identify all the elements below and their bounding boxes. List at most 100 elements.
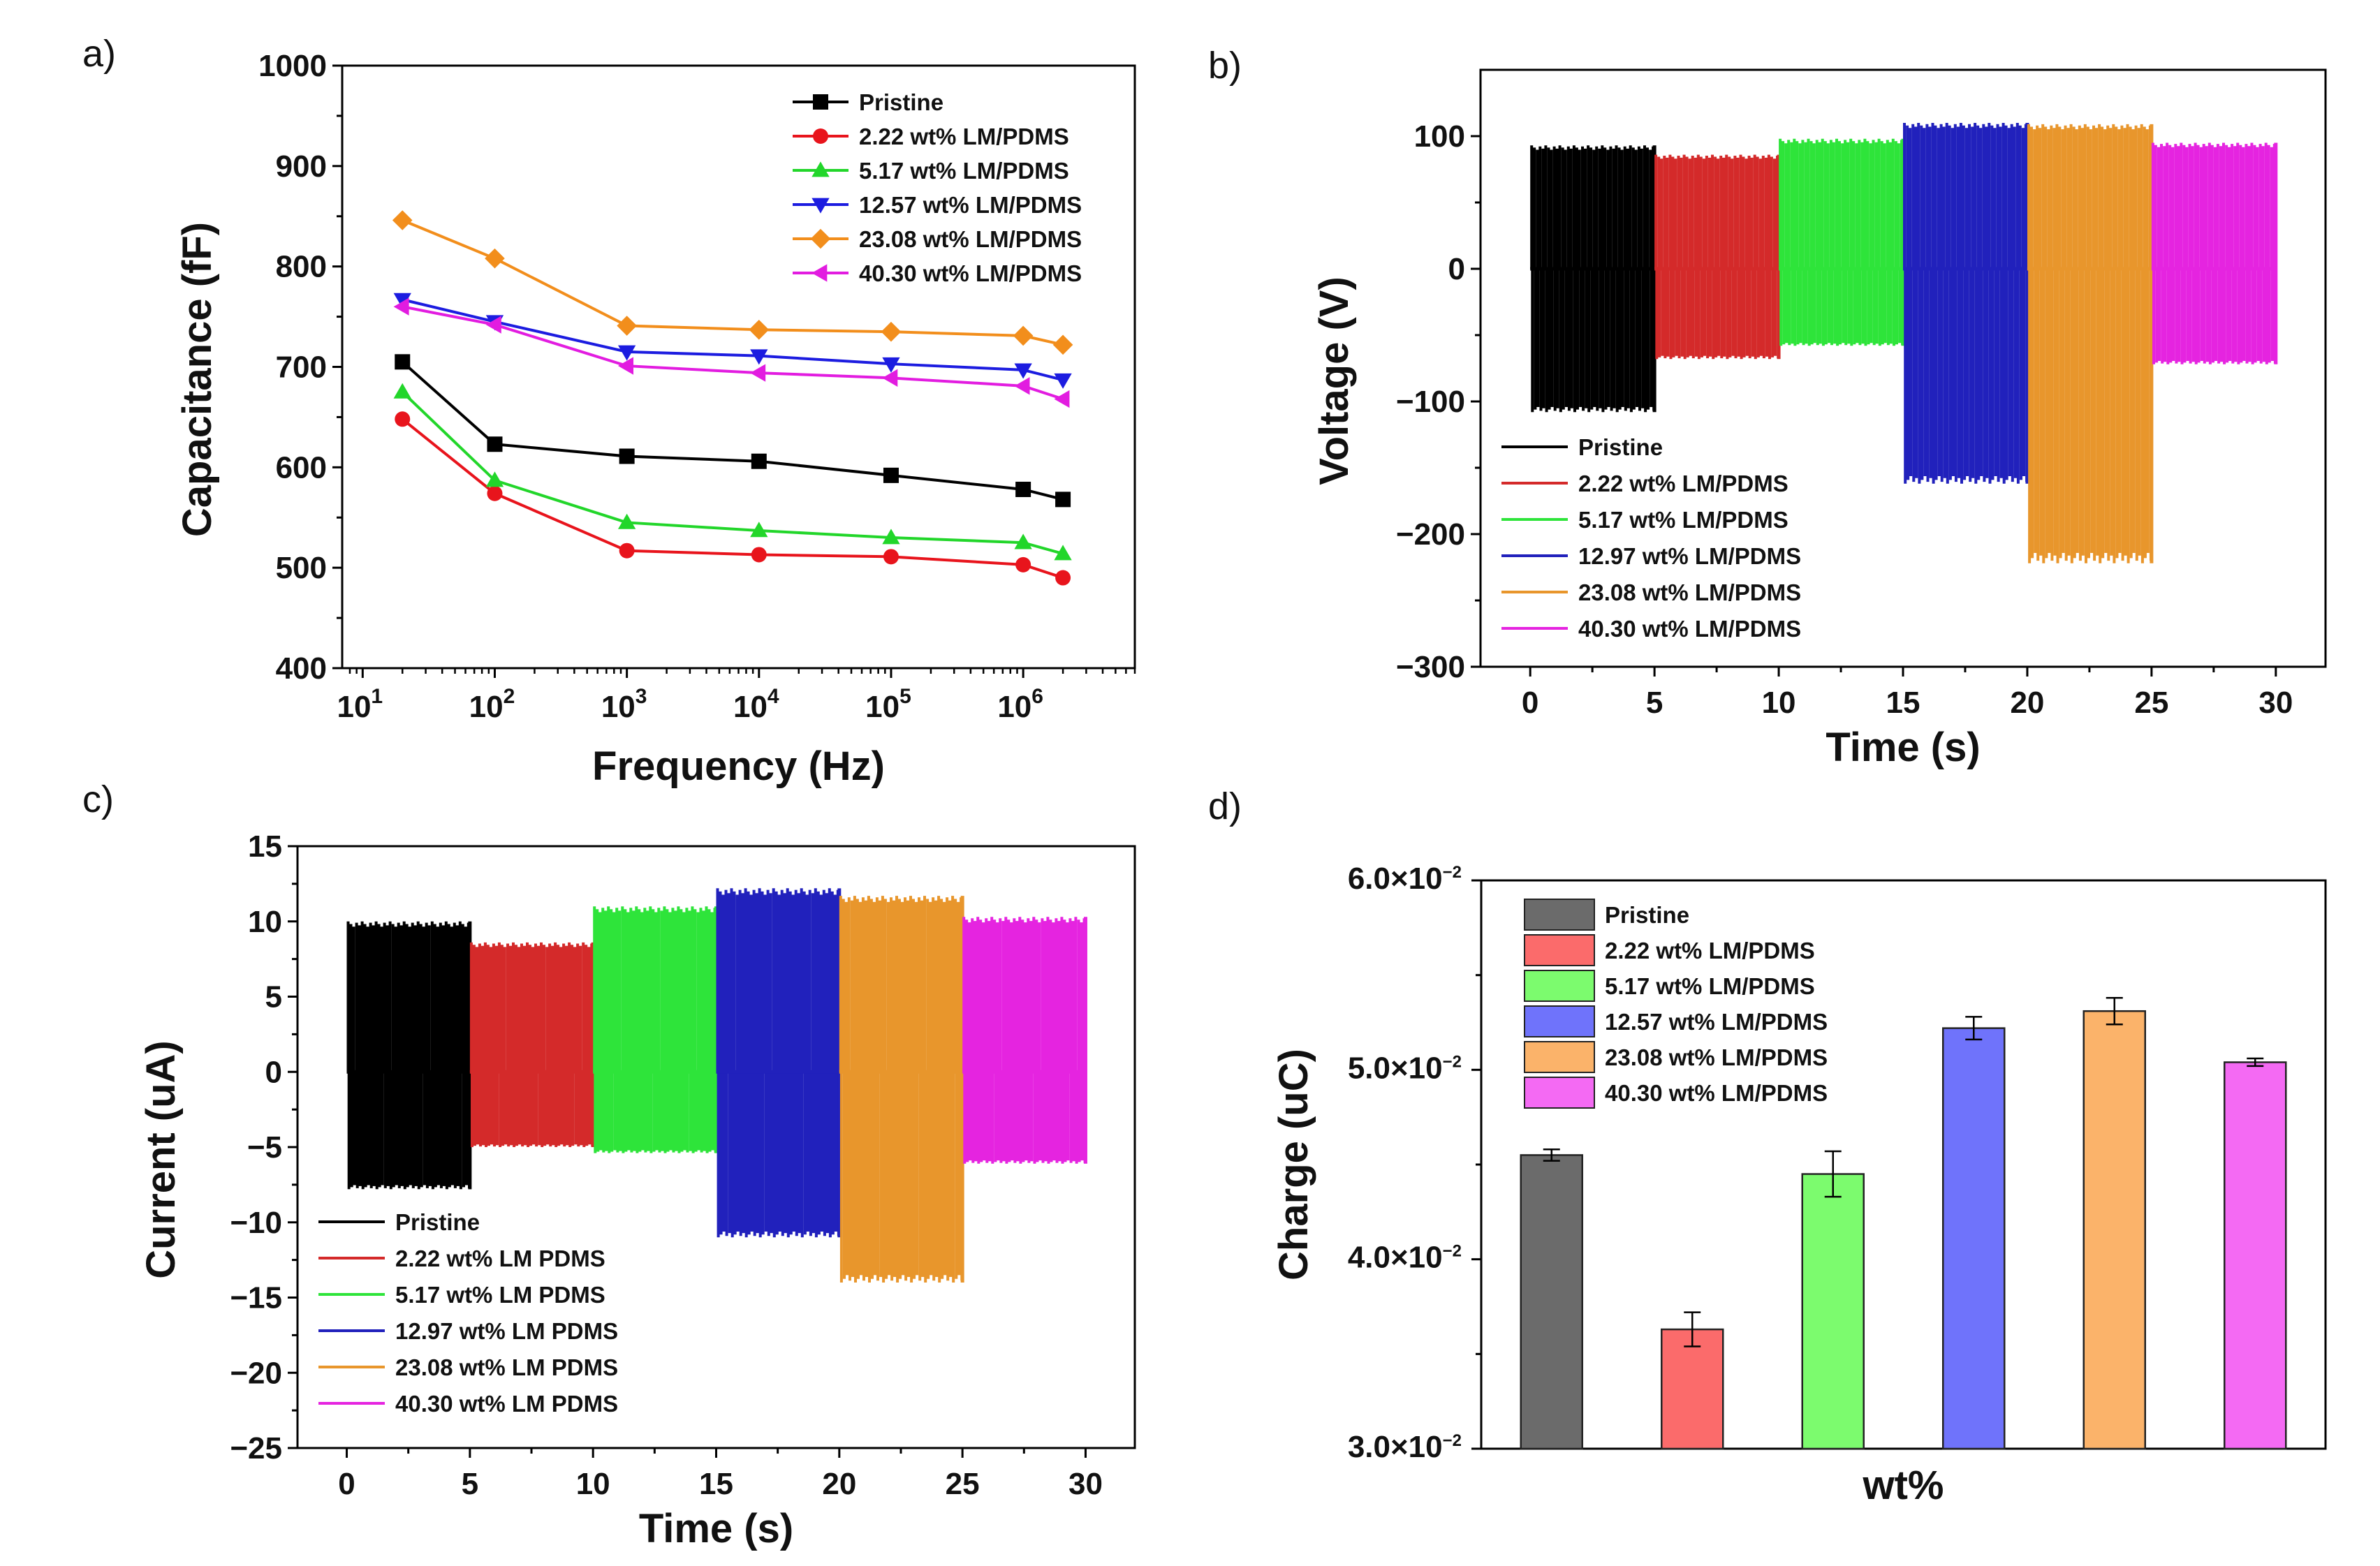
b-legend-label: 5.17 wt% LM/PDMS: [1578, 507, 1788, 533]
panel-b-label: b): [1208, 45, 1242, 87]
a-y-tick-label: 400: [276, 651, 327, 686]
c-signal-spikes: [593, 906, 717, 1153]
c-y-tick-label: 10: [248, 905, 282, 939]
a-y-tick-label: 500: [276, 551, 327, 585]
c-x-tick-label: 5: [462, 1467, 478, 1501]
a-data-point: [1014, 377, 1030, 395]
a-legend-label: 2.22 wt% LM/PDMS: [859, 124, 1069, 149]
a-data-point: [750, 364, 766, 382]
c-x-tick-label: 25: [946, 1467, 980, 1501]
panel-c-chart: −25 −20 −15 −10 −5 0 5 10 15 0 5 10 15 20 25 30 Time (s)…: [138, 829, 1136, 1551]
a-data-point: [750, 349, 768, 365]
b-x-tick-label: 0: [1522, 686, 1538, 720]
d-bar: [1661, 1328, 1724, 1450]
a-legend-marker: [810, 228, 831, 249]
a-data-point: [1015, 556, 1031, 573]
c-legend-label: 23.08 wt% LM PDMS: [395, 1354, 618, 1380]
a-legend-label: Pristine: [859, 89, 943, 115]
c-signal-spikes: [839, 896, 964, 1283]
a-data-point: [617, 345, 636, 361]
a-legend-marker: [811, 161, 830, 177]
b-y-axis-label: Voltage (V): [1312, 276, 1357, 485]
a-legend-label: 40.30 wt% LM/PDMS: [859, 260, 1082, 286]
d-legend-label: 40.30 wt% LM/PDMS: [1605, 1080, 1828, 1106]
b-x-tick-label: 25: [2134, 686, 2168, 720]
c-y-tick-label: −20: [230, 1356, 282, 1390]
c-legend-label: Pristine: [395, 1209, 480, 1235]
a-legend-label: 12.57 wt% LM/PDMS: [859, 192, 1082, 218]
b-y-tick-label: −100: [1396, 385, 1465, 419]
a-data-point: [617, 513, 636, 529]
a-data-point: [1052, 334, 1073, 355]
b-x-tick-label: 30: [2258, 686, 2293, 720]
a-data-point: [881, 321, 902, 342]
c-x-tick-label: 10: [576, 1467, 610, 1501]
a-data-point: [749, 319, 770, 340]
panel-d-label: d): [1208, 785, 1242, 827]
a-y-axis-label: Capacitance (fF): [175, 222, 220, 537]
b-y-tick-label: 0: [1448, 252, 1465, 286]
a-data-point: [485, 248, 505, 269]
a-data-point: [882, 529, 900, 545]
b-signal-spikes: [1779, 138, 1904, 346]
a-y-tick-label: 1000: [258, 49, 327, 83]
c-y-tick-label: 5: [265, 980, 282, 1014]
a-x-tick-label: 106: [997, 685, 1043, 724]
a-data-point: [1054, 545, 1072, 561]
c-x-tick-label: 0: [338, 1467, 355, 1501]
c-y-tick-label: −10: [230, 1206, 282, 1240]
b-legend-label: 2.22 wt% LM/PDMS: [1578, 471, 1788, 496]
a-y-tick-label: 900: [276, 149, 327, 184]
b-y-tick-label: 100: [1414, 119, 1465, 154]
d-legend-swatch: [1524, 934, 1595, 966]
a-data-point: [392, 210, 413, 230]
a-legend-marker: [811, 198, 830, 214]
d-legend-swatch: [1524, 970, 1595, 1002]
a-data-point: [1014, 363, 1032, 379]
panel-b-chart: −300 −200 −100 0 100 0 5 10 15 20 25 30 Time (s) Volt…: [1312, 68, 2327, 770]
d-legend-swatch: [1524, 1041, 1595, 1073]
d-bar: [2224, 1061, 2287, 1450]
a-data-point: [393, 383, 411, 399]
b-signal-spikes: [1654, 154, 1780, 360]
d-x-axis-label: wt%: [1863, 1463, 1944, 1508]
panel-a-label: a): [82, 33, 116, 75]
d-bar: [1942, 1027, 2006, 1450]
a-data-point: [393, 297, 409, 316]
b-legend-label: 23.08 wt% LM/PDMS: [1578, 579, 1801, 605]
a-data-point: [882, 369, 898, 387]
c-legend-label: 12.97 wt% LM PDMS: [395, 1318, 618, 1344]
a-legend-marker: [813, 94, 828, 110]
a-data-point: [1055, 492, 1071, 508]
d-legend-label: Pristine: [1605, 902, 1689, 928]
d-y-axis-label: Charge (uC): [1271, 1049, 1316, 1280]
c-y-tick-label: 0: [265, 1055, 282, 1089]
a-data-point: [485, 471, 504, 487]
a-data-point: [882, 357, 900, 373]
c-x-axis-label: Time (s): [639, 1506, 793, 1551]
c-legend-label: 5.17 wt% LM PDMS: [395, 1282, 605, 1308]
b-x-tick-label: 15: [1886, 686, 1920, 720]
d-bar: [1801, 1173, 1865, 1450]
a-data-point: [393, 293, 411, 309]
a-data-point: [1055, 570, 1071, 586]
d-legend-label: 23.08 wt% LM/PDMS: [1605, 1044, 1828, 1070]
b-signal-spikes: [1530, 145, 1656, 413]
b-x-tick-label: 10: [1762, 686, 1796, 720]
a-legend-label: 5.17 wt% LM/PDMS: [859, 158, 1069, 184]
c-x-tick-label: 15: [699, 1467, 733, 1501]
c-y-tick-label: −25: [230, 1431, 282, 1465]
a-data-point: [883, 549, 899, 565]
a-data-point: [883, 467, 899, 483]
a-data-point: [487, 485, 503, 501]
c-x-tick-label: 30: [1068, 1467, 1103, 1501]
c-signal-spikes: [716, 888, 840, 1238]
c-signal-spikes: [962, 917, 1087, 1164]
a-data-point: [1014, 533, 1032, 549]
c-signal-spikes: [469, 942, 594, 1147]
d-legend-swatch: [1524, 1005, 1595, 1037]
a-data-point: [617, 316, 637, 336]
a-y-tick-label: 800: [276, 250, 327, 284]
